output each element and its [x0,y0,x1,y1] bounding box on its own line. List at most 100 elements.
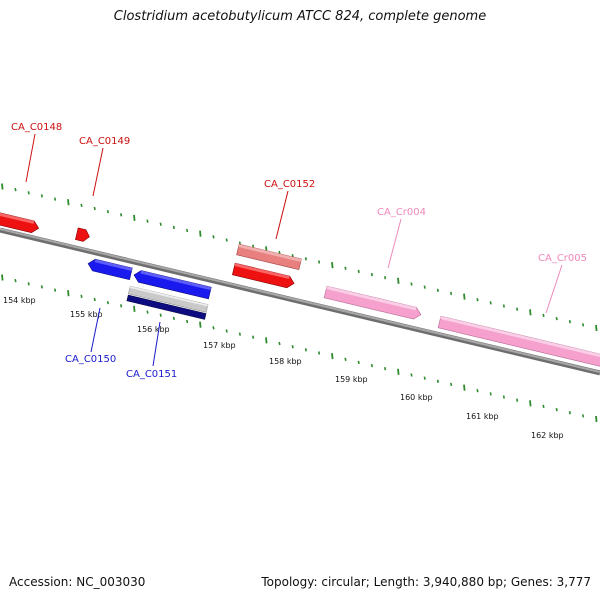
map-title: Clostridium acetobutylicum ATCC 824, com… [113,9,487,24]
minor-tick [212,326,215,330]
minor-tick [582,414,585,418]
minor-tick [502,395,505,399]
minor-tick [542,404,545,409]
gene-arrow-ca-c0152[interactable] [232,262,295,289]
leader-ca-c0150 [90,307,101,353]
minor-tick [476,298,479,302]
minor-tick [225,238,228,242]
minor-tick [106,209,109,214]
tick-label: 155 kbp [70,310,103,319]
gene-labels: CA_C0148 CA_C0149 CA_C0152 CA_Cr004 CA_C… [11,122,587,380]
minor-tick [318,260,321,264]
minor-tick [80,203,83,207]
minor-tick [172,225,175,230]
gene-arrow-ca-cr005[interactable] [437,315,600,371]
leader-lines [25,133,563,367]
minor-tick [225,329,228,333]
minor-tick [186,319,189,324]
minor-tick [238,332,241,336]
major-tick [463,293,466,300]
minor-tick [384,367,387,371]
gene-arrow-ca-c0150[interactable] [87,258,133,281]
gene-label-ca-cr004[interactable]: CA_Cr004 [377,207,426,218]
leader-ca-c0149 [92,147,104,197]
forward-ticks [1,183,598,332]
major-tick [397,277,400,284]
gene-label-ca-c0150[interactable]: CA_C0150 [65,354,116,365]
minor-tick [423,285,426,289]
gene-label-ca-c0149[interactable]: CA_C0149 [79,136,130,147]
minor-tick [542,313,545,318]
leader-ca-c0151 [152,321,161,367]
minor-tick [93,206,96,211]
minor-tick [14,278,17,283]
gene-arrow-ca-c0151-dark[interactable] [126,294,207,320]
tick-labels: 154 kbp 155 kbp 156 kbp 157 kbp 158 kbp … [3,296,564,440]
gene-label-ca-c0151[interactable]: CA_C0151 [126,369,177,380]
minor-tick [27,191,30,195]
minor-tick [502,304,505,308]
minor-tick [370,272,373,277]
minor-tick [436,288,439,292]
minor-tick [40,194,43,198]
tick-label: 156 kbp [137,325,170,334]
major-tick [133,305,136,312]
major-tick [529,400,532,407]
gene-label-ca-cr005[interactable]: CA_Cr005 [538,253,587,264]
leader-ca-cr004 [387,218,402,269]
minor-tick [93,297,96,302]
minor-tick [344,266,347,270]
genome-info-label: Topology: circular; Length: 3,940,880 bp… [261,575,591,589]
genome-backbone [0,227,600,376]
minor-tick [304,348,307,352]
minor-tick [568,320,571,324]
major-tick [529,309,532,316]
minor-tick [555,316,558,321]
minor-tick [555,407,558,412]
major-tick [265,337,268,344]
minor-tick [27,282,30,286]
minor-tick [146,310,149,314]
minor-tick [291,345,294,349]
minor-tick [304,257,307,261]
leader-ca-c0148 [25,133,36,183]
gene-arrow-ca-c0151-light[interactable] [128,285,209,313]
minor-tick [278,341,281,346]
gene-arrow-ca-c0149[interactable] [75,227,90,243]
major-tick [67,199,70,206]
major-tick [67,290,70,297]
minor-tick [252,335,255,339]
minor-tick [40,285,43,289]
major-tick [331,353,334,360]
minor-tick [568,411,571,415]
major-tick [463,384,466,391]
minor-tick [172,316,175,321]
minor-tick [582,323,585,327]
minor-tick [212,235,215,239]
accession-label: Accession: NC_003030 [9,575,146,589]
gene-arrow-ca-c0151-a[interactable] [133,269,212,300]
leader-ca-c0152 [275,190,289,240]
tick-label: 162 kbp [531,431,564,440]
gene-label-ca-c0148[interactable]: CA_C0148 [11,122,62,133]
gene-arrow-ca-c0148[interactable] [0,208,40,235]
major-tick [1,274,4,281]
gene-arrow-ca-cr004[interactable] [323,285,422,320]
minor-tick [344,357,347,361]
minor-tick [476,389,479,393]
minor-tick [186,228,189,233]
minor-tick [80,294,83,298]
minor-tick [516,398,519,402]
minor-tick [357,360,360,365]
minor-tick [410,373,413,377]
gene-label-ca-c0152[interactable]: CA_C0152 [264,179,315,190]
minor-tick [159,313,162,317]
major-tick [199,321,202,328]
tick-label: 161 kbp [466,412,499,421]
major-tick [595,415,598,423]
gene-arrow-ca-c0152-light[interactable] [236,243,302,271]
minor-tick [489,392,492,396]
minor-tick [159,222,162,226]
major-tick [1,183,4,190]
tick-label: 154 kbp [3,296,36,305]
